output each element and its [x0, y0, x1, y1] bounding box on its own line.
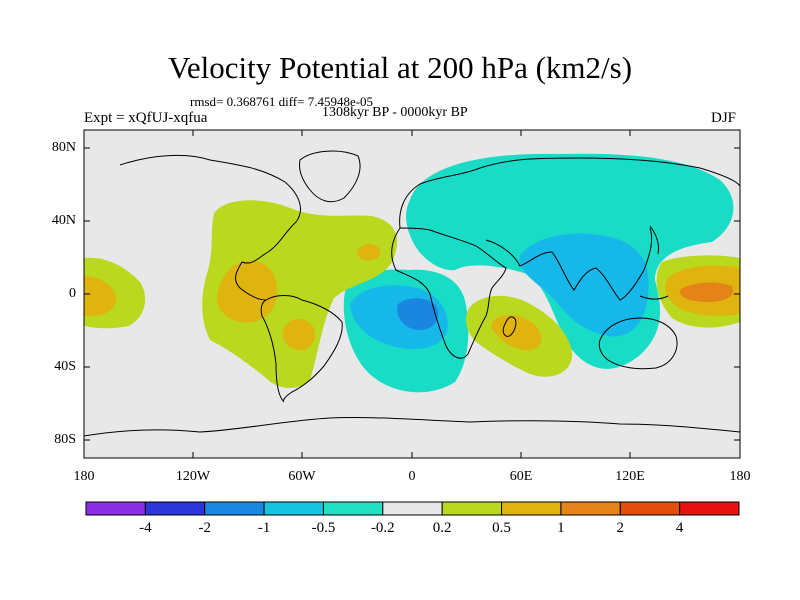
- colorbar-label: -0.5: [311, 520, 336, 536]
- contour-cyan-east: [519, 233, 649, 337]
- lat-label: 40S: [54, 359, 76, 374]
- colorbar-swatch: [679, 501, 740, 516]
- contour-gold-africa: [491, 315, 542, 351]
- lon-label: 120W: [175, 469, 211, 484]
- colorbar-swatch: [619, 501, 681, 516]
- colorbar-label: 0.2: [432, 520, 452, 536]
- experiment-label: Expt = xQfUJ-xqfua: [84, 110, 208, 126]
- contour-gold-pacific-west: [84, 276, 117, 316]
- coastlines: [84, 150, 740, 437]
- lat-label: 80S: [54, 432, 76, 447]
- contour-pos-americas: [202, 200, 398, 389]
- contour-blue-samerica: [397, 298, 439, 330]
- colorbar-swatch: [322, 501, 384, 516]
- map-field: [84, 130, 740, 458]
- colorbar-label: 0.5: [492, 520, 511, 536]
- contour-gold-americas: [216, 260, 278, 323]
- contour-orange-pacific-east: [679, 282, 733, 302]
- lon-label: 60W: [288, 469, 316, 484]
- colorbar-label: -0.2: [370, 520, 395, 536]
- colorbar-swatch: [382, 501, 443, 516]
- axis-ticks: [84, 130, 740, 458]
- colorbar-label: -4: [139, 520, 152, 536]
- season-label: DJF: [711, 110, 737, 126]
- colorbar: [85, 501, 740, 516]
- colorbar-swatch: [144, 501, 206, 516]
- colorbar-label: 4: [675, 520, 684, 536]
- lat-label: 40N: [51, 213, 76, 228]
- colorbar-label: 2: [616, 520, 625, 536]
- colorbar-swatch: [85, 501, 146, 516]
- contour-gold-americas-south: [282, 319, 316, 351]
- stats-text: rmsd= 0.368761 diff= 7.45948e-05: [190, 94, 374, 109]
- colorbar-swatch: [560, 501, 621, 516]
- contour-gold-caribbean: [357, 244, 381, 261]
- colorbar-label: -2: [198, 520, 211, 536]
- colorbar-swatch: [441, 501, 503, 516]
- colorbar-swatch: [204, 501, 265, 516]
- colorbar-swatch: [501, 501, 562, 516]
- lon-label: 0: [408, 469, 416, 484]
- period-text: 1308kyr BP - 0000kyr BP: [322, 105, 468, 120]
- lat-label: 80N: [51, 140, 76, 155]
- lon-label: 60E: [509, 469, 533, 484]
- colorbar-swatch: [263, 501, 324, 516]
- lon-label: 120E: [615, 469, 645, 484]
- lon-label: 180: [73, 469, 95, 484]
- lat-label: 0: [69, 286, 76, 301]
- chart-title: Velocity Potential at 200 hPa (km2/s): [167, 50, 633, 85]
- lon-label: 180: [729, 469, 751, 484]
- colorbar-label: 1: [557, 520, 565, 536]
- colorbar-label: -1: [257, 520, 271, 536]
